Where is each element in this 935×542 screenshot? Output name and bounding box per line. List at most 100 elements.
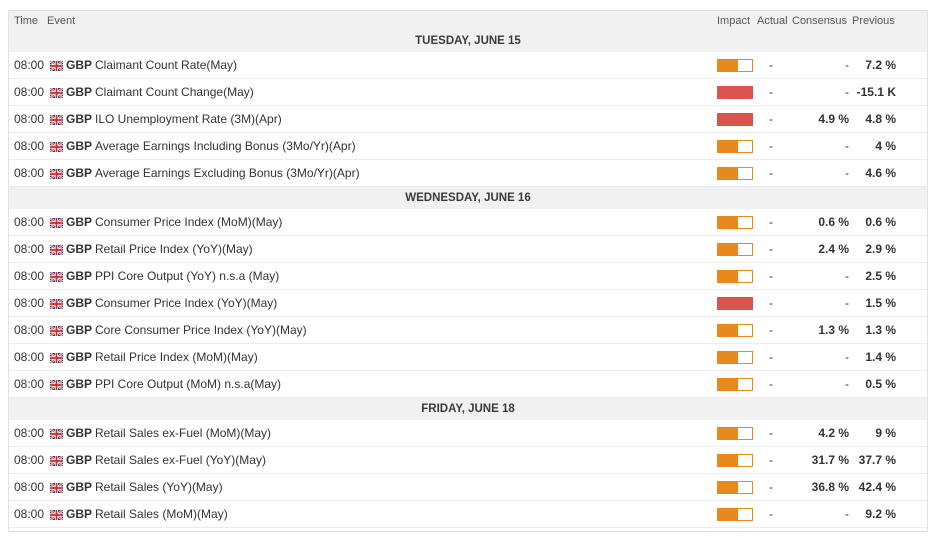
uk-flag-icon bbox=[49, 244, 64, 256]
event-time: 08:00 bbox=[14, 507, 45, 521]
event-name[interactable]: Average Earnings Excluding Bonus (3Mo/Yr… bbox=[95, 166, 360, 180]
event-previous: 2.9 % bbox=[865, 242, 896, 256]
event-name[interactable]: Consumer Price Index (MoM)(May) bbox=[95, 215, 283, 229]
impact-fill bbox=[718, 482, 739, 493]
event-consensus: - bbox=[845, 166, 849, 180]
impact-fill bbox=[718, 352, 739, 363]
event-row[interactable]: 08:00 GBP Consumer Price Index (MoM)(May) -… bbox=[9, 209, 927, 236]
impact-fill bbox=[718, 244, 739, 255]
event-row[interactable]: 08:00 GBP Average Earnings Including Bonus… bbox=[9, 133, 927, 160]
event-name[interactable]: Retail Sales ex-Fuel (MoM)(May) bbox=[95, 426, 272, 440]
event-time: 08:00 bbox=[14, 112, 45, 126]
impact-fill bbox=[718, 87, 752, 98]
event-row[interactable]: 08:00 GBP Consumer Price Index (YoY)(May) -… bbox=[9, 290, 927, 317]
event-row[interactable]: 08:00 GBP Core Consumer Price Index (YoY)(… bbox=[9, 317, 927, 344]
header-impact[interactable]: Impact bbox=[717, 15, 751, 27]
event-row[interactable]: 08:00 GBP Retail Sales (MoM)(May) - - 9.2 % bbox=[9, 501, 927, 528]
event-row[interactable]: 08:00 GBP ILO Unemployment Rate (3M)(Apr) -… bbox=[9, 106, 927, 133]
event-currency: GBP bbox=[66, 139, 93, 153]
event-previous: 0.6 % bbox=[865, 215, 896, 229]
event-currency: GBP bbox=[66, 269, 93, 283]
impact-indicator bbox=[717, 324, 753, 337]
impact-fill bbox=[718, 509, 739, 520]
event-name[interactable]: Average Earnings Including Bonus (3Mo/Yr… bbox=[95, 139, 356, 153]
header-previous[interactable]: Previous bbox=[852, 15, 895, 27]
event-name[interactable]: Claimant Count Change(May) bbox=[95, 85, 254, 99]
uk-flag-icon bbox=[49, 60, 64, 72]
event-row[interactable]: 08:00 GBP Average Earnings Excluding Bonus… bbox=[9, 160, 927, 187]
impact-indicator bbox=[717, 454, 753, 467]
event-actual: - bbox=[769, 58, 773, 72]
event-previous: 0.5 % bbox=[865, 377, 896, 391]
event-name[interactable]: ILO Unemployment Rate (3M)(Apr) bbox=[95, 112, 282, 126]
event-actual: - bbox=[769, 166, 773, 180]
event-consensus: 4.2 % bbox=[818, 426, 849, 440]
event-consensus: - bbox=[845, 58, 849, 72]
event-row[interactable]: 08:00 GBP Retail Sales ex-Fuel (YoY)(May) -… bbox=[9, 447, 927, 474]
uk-flag-icon bbox=[49, 379, 64, 391]
event-previous: 4.6 % bbox=[865, 166, 896, 180]
event-currency: GBP bbox=[66, 166, 93, 180]
impact-indicator bbox=[717, 297, 753, 310]
event-consensus: - bbox=[845, 139, 849, 153]
header-time[interactable]: Time bbox=[14, 15, 39, 27]
event-time: 08:00 bbox=[14, 58, 45, 72]
impact-indicator bbox=[717, 351, 753, 364]
impact-fill bbox=[718, 141, 739, 152]
event-row[interactable]: 08:00 GBP PPI Core Output (YoY) n.s.a (May… bbox=[9, 263, 927, 290]
event-name[interactable]: Consumer Price Index (YoY)(May) bbox=[95, 296, 278, 310]
event-name[interactable]: Retail Price Index (YoY)(May) bbox=[95, 242, 253, 256]
event-name[interactable]: Retail Price Index (MoM)(May) bbox=[95, 350, 258, 364]
event-name[interactable]: Retail Sales (YoY)(May) bbox=[95, 480, 223, 494]
event-currency: GBP bbox=[66, 453, 93, 467]
event-previous: 1.3 % bbox=[865, 323, 896, 337]
event-name[interactable]: Retail Sales ex-Fuel (YoY)(May) bbox=[95, 453, 266, 467]
event-consensus: 31.7 % bbox=[811, 453, 849, 467]
uk-flag-icon bbox=[49, 114, 64, 126]
event-consensus: 1.3 % bbox=[818, 323, 849, 337]
impact-indicator bbox=[717, 243, 753, 256]
event-row[interactable]: 08:00 GBP Retail Sales (YoY)(May) - 36.8 % 42… bbox=[9, 474, 927, 501]
event-time: 08:00 bbox=[14, 242, 45, 256]
impact-indicator bbox=[717, 270, 753, 283]
event-row[interactable]: 08:00 GBP Claimant Count Rate(May) - - 7.2 % bbox=[9, 52, 927, 79]
event-previous: 7.2 % bbox=[865, 58, 896, 72]
event-previous: 2.5 % bbox=[865, 269, 896, 283]
event-name[interactable]: PPI Core Output (MoM) n.s.a(May) bbox=[95, 377, 282, 391]
event-name[interactable]: Claimant Count Rate(May) bbox=[95, 58, 238, 72]
impact-indicator bbox=[717, 508, 753, 521]
event-name[interactable]: Retail Sales (MoM)(May) bbox=[95, 507, 228, 521]
event-name[interactable]: Core Consumer Price Index (YoY)(May) bbox=[95, 323, 307, 337]
event-actual: - bbox=[769, 85, 773, 99]
header-consensus[interactable]: Consensus bbox=[792, 15, 848, 27]
event-actual: - bbox=[769, 323, 773, 337]
impact-fill bbox=[718, 217, 739, 228]
event-row[interactable]: 08:00 GBP PPI Core Output (MoM) n.s.a(May)… bbox=[9, 371, 927, 398]
event-row[interactable]: 08:00 GBP Retail Sales ex-Fuel (MoM)(May) -… bbox=[9, 420, 927, 447]
uk-flag-icon bbox=[49, 325, 64, 337]
event-consensus: 36.8 % bbox=[811, 480, 849, 494]
event-actual: - bbox=[769, 215, 773, 229]
event-row[interactable]: 08:00 GBP Claimant Count Change(May) - - -15.… bbox=[9, 79, 927, 106]
event-previous: 4.8 % bbox=[865, 112, 896, 126]
event-previous: 1.4 % bbox=[865, 350, 896, 364]
day-header: WEDNESDAY, JUNE 16 bbox=[9, 187, 927, 209]
uk-flag-icon bbox=[49, 428, 64, 440]
uk-flag-icon bbox=[49, 87, 64, 99]
header-actual[interactable]: Actual bbox=[757, 15, 788, 27]
event-actual: - bbox=[769, 350, 773, 364]
event-row[interactable]: 08:00 GBP Retail Price Index (MoM)(May) - - 1… bbox=[9, 344, 927, 371]
event-row[interactable]: 08:00 GBP Retail Price Index (YoY)(May) - 2.… bbox=[9, 236, 927, 263]
event-name[interactable]: PPI Core Output (YoY) n.s.a (May) bbox=[95, 269, 280, 283]
event-currency: GBP bbox=[66, 507, 93, 521]
event-actual: - bbox=[769, 269, 773, 283]
event-currency: GBP bbox=[66, 215, 93, 229]
event-previous: 42.4 % bbox=[858, 480, 896, 494]
event-consensus: 4.9 % bbox=[818, 112, 849, 126]
event-currency: GBP bbox=[66, 350, 93, 364]
header-event[interactable]: Event bbox=[47, 15, 76, 27]
event-actual: - bbox=[769, 426, 773, 440]
impact-fill bbox=[718, 60, 739, 71]
impact-indicator bbox=[717, 86, 753, 99]
event-consensus: 0.6 % bbox=[818, 215, 849, 229]
